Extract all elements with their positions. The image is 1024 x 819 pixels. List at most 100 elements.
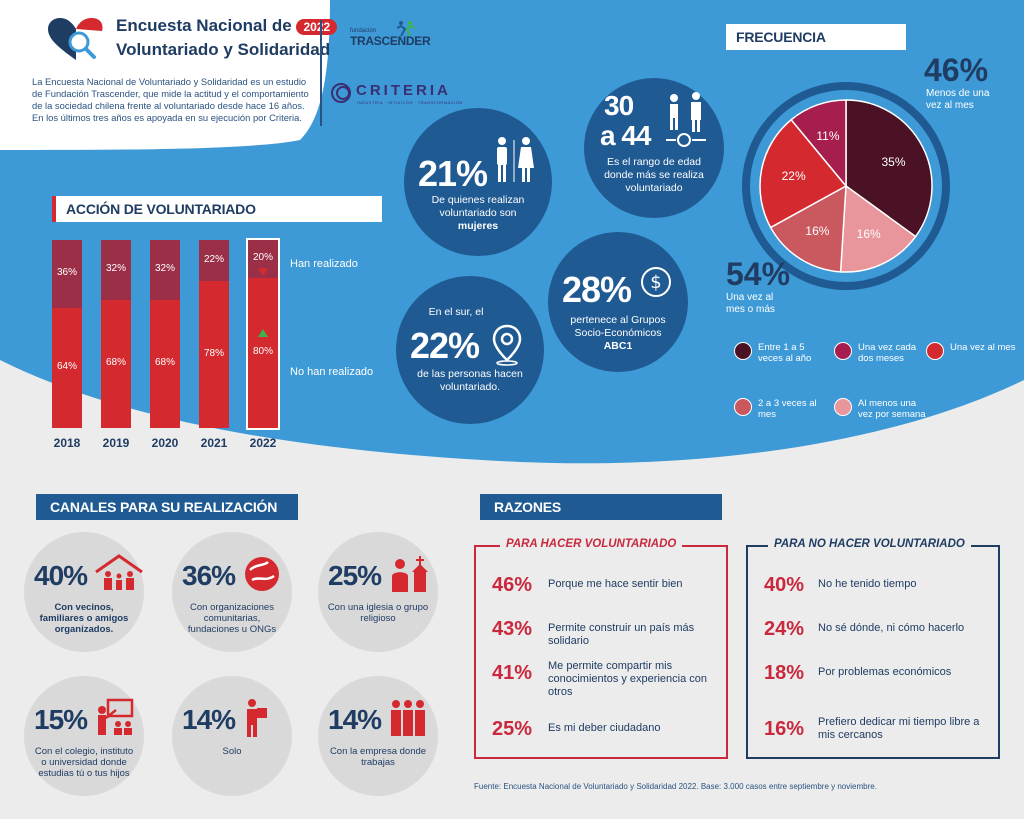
razon-no-pct-0: 40% <box>764 574 805 596</box>
criteria-name: CRITERIA <box>356 82 451 99</box>
coworkers-icon <box>388 698 428 743</box>
canal-text-2: Con una iglesia o grupo religioso <box>327 602 429 624</box>
razon-si-pct-2: 41% <box>492 662 533 684</box>
location-pin-icon <box>492 324 522 366</box>
legend-text-0: Entre 1 a 5 veces al año <box>758 342 812 364</box>
frecuencia-title: FRECUENCIA <box>726 24 906 50</box>
sur-pct: 22% <box>410 325 480 366</box>
year-label-2020: 2020 <box>151 436 179 450</box>
razon-si-text-3: Es mi deber ciudadano <box>548 722 661 734</box>
logo-trascender-small: fundación <box>350 28 377 34</box>
razones-si-title: PARA HACER VOLUNTARIADO <box>500 538 683 550</box>
title-line1: Encuesta Nacional de 2022 <box>116 16 338 36</box>
edad-range-a: 30 <box>604 90 634 121</box>
mujeres-pct: 21% <box>418 153 488 194</box>
pie-outer-ring <box>742 82 950 290</box>
house-family-icon <box>94 554 144 597</box>
bar-column-2020: 32% 68% <box>150 240 180 428</box>
bar-column-2021: 22% 78% <box>199 240 229 428</box>
bubble-mujeres: 21% De quienes realizan voluntariado son… <box>404 108 552 256</box>
logo-trascender: fundación TRASCENDER <box>350 21 431 48</box>
canal-pct-4: 14% <box>182 704 236 735</box>
bar-segment-han-2019: 32% <box>101 240 131 301</box>
canal-circle-1: 36% Con organizaciones comunitarias, fund… <box>172 532 292 652</box>
freq-bottom-text: Una vez al mes o más <box>726 292 775 315</box>
abc1-pct: 28% <box>562 269 632 310</box>
canal-pct-2: 25% <box>328 560 382 591</box>
canales-title: CANALES PARA SU REALIZACIÓN <box>36 494 298 520</box>
pie-slice-0 <box>845 99 933 238</box>
year-label-2021: 2021 <box>200 436 228 450</box>
razon-si-pct-1: 43% <box>492 618 533 640</box>
arrow-down-icon <box>258 267 268 276</box>
canal-text-4: Solo <box>222 746 242 757</box>
accion-title: ACCIÓN DE VOLUNTARIADO <box>52 196 382 222</box>
intro-text: La Encuesta Nacional de Voluntariado y S… <box>32 76 309 123</box>
person-alone-icon <box>242 698 268 743</box>
bar-segment-no-2019: 68% <box>101 300 131 428</box>
abc1-bold: ABC1 <box>603 340 633 352</box>
header: Encuesta Nacional de 2022 Voluntariado y… <box>0 0 338 140</box>
logo-trascender-name: TRASCENDER <box>350 34 431 48</box>
pie-slice-4 <box>790 99 847 189</box>
razon-si-text-1: Permite construir un país más solidario <box>548 622 695 647</box>
bar-label-no-2019: 68% <box>105 357 126 369</box>
razon-si-text-2: Me permite compartir mis conocimientos y… <box>548 660 707 698</box>
year-badge: 2022 <box>296 19 338 35</box>
razon-no-pct-3: 16% <box>764 718 805 740</box>
razon-si-pct-0: 46% <box>492 574 533 596</box>
razones-no-title: PARA NO HACER VOLUNTARIADO <box>768 538 971 550</box>
canal-text-3: Con el colegio, instituto o universidad … <box>34 746 134 779</box>
bar-segment-no-2022: 80% <box>248 277 278 428</box>
pie-label-0: 35% <box>881 155 905 169</box>
dollar-icon: $ <box>641 267 671 297</box>
bar-segment-han-2020: 32% <box>150 240 180 301</box>
legend-text-3: 2 a 3 veces al mes <box>758 398 817 420</box>
bar-column-2018: 36% 64% <box>52 240 82 428</box>
bar-column-2022: 20% 80% <box>246 238 280 430</box>
bar-segment-no-2021: 78% <box>199 281 229 428</box>
year-label-2018: 2018 <box>53 436 81 450</box>
legend-text-2: Una vez al mes <box>950 342 1016 353</box>
pie-label-3: 22% <box>782 169 806 183</box>
legend-dot-1 <box>834 342 852 360</box>
razon-si-text-0: Porque me hace sentir bien <box>548 578 683 590</box>
teacher-classroom-icon <box>94 698 134 741</box>
razon-no-text-3: Prefiero dedicar mi tiempo libre a mis c… <box>818 716 980 741</box>
sur-pre: En el sur, el <box>428 306 484 318</box>
pie-slice-2 <box>769 184 847 273</box>
razon-no-text-1: No sé dónde, ni cómo hacerlo <box>818 622 965 634</box>
freq-top-pct: 46% <box>924 52 989 88</box>
razones-no-bold: NO <box>808 538 826 550</box>
mujeres-text: De quienes realizan voluntariado son muj… <box>431 194 525 232</box>
man-woman-icon <box>497 137 534 182</box>
freq-bottom-pct: 54% <box>726 256 791 292</box>
bar-segment-no-2018: 64% <box>52 307 82 428</box>
bar-segment-han-2018: 36% <box>52 240 82 308</box>
pie-chart: 35% 16% 16% 22% 11% <box>742 82 950 290</box>
legend-dot-2 <box>926 342 944 360</box>
people-clock-icon <box>666 92 706 147</box>
canal-circle-0: 40% Con vecinos, familiares o amigos orga… <box>24 532 144 652</box>
svg-text:$: $ <box>650 272 661 293</box>
legend-dot-4 <box>834 398 852 416</box>
canal-text-5: Con la empresa donde trabajas <box>329 746 427 768</box>
bar-label-han-2021: 22% <box>203 253 224 265</box>
criteria-logo-icon <box>331 83 351 103</box>
bar-label-han-2020: 32% <box>154 263 175 275</box>
heart-magnifier-icon <box>48 18 103 60</box>
bubble-abc1: 28% $ pertenece al Grupos Socio-Económic… <box>548 232 688 372</box>
pie-label-1: 16% <box>857 227 881 241</box>
canal-text-0: Con vecinos, familiares o amigos organiz… <box>39 602 129 635</box>
canal-pct-5: 14% <box>328 704 382 735</box>
edad-text: Es el rango de edad donde más se realiza… <box>604 156 704 194</box>
bar-segment-han-2021: 22% <box>199 240 229 282</box>
people-jumping-icon <box>396 21 416 37</box>
edad-range-b: a 44 <box>600 120 651 151</box>
canal-circle-2: 25% Con una iglesia o grupo religioso <box>318 532 438 652</box>
bar-column-2019: 32% 68% <box>101 240 131 428</box>
pie-label-2: 16% <box>805 224 829 238</box>
razon-si-pct-3: 25% <box>492 718 533 740</box>
bar-label-no-2022: 80% <box>252 345 273 357</box>
abc1-text: pertenece al Grupos Socio-Económicos ABC… <box>570 314 666 352</box>
